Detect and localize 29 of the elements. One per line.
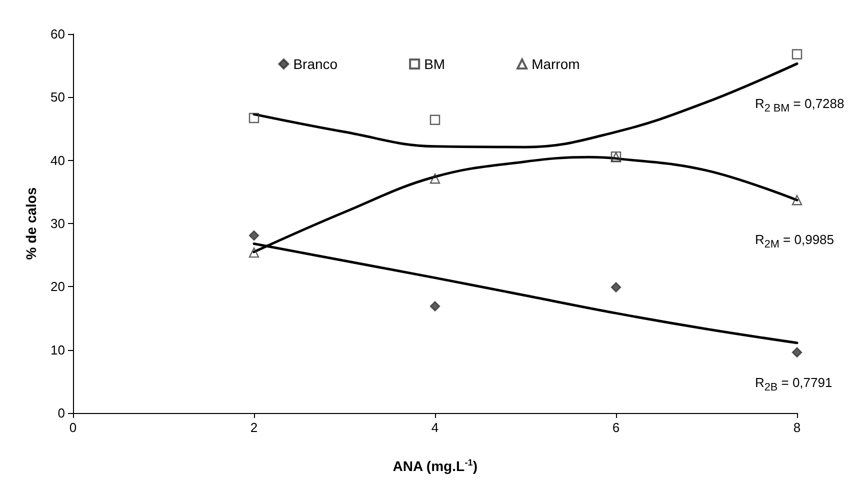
y-axis-title: % de calos xyxy=(23,187,39,260)
point xyxy=(610,282,622,292)
point xyxy=(430,174,440,184)
legend-label: Marrom xyxy=(532,56,580,72)
y-tick-label: 50 xyxy=(50,90,65,105)
point xyxy=(792,49,802,60)
point xyxy=(430,114,440,126)
point xyxy=(792,347,802,358)
x-tick-label: 6 xyxy=(612,420,620,435)
y-tick-label: 40 xyxy=(50,152,65,168)
y-tick-label: 10 xyxy=(50,342,65,358)
x-tick-label: 8 xyxy=(793,420,801,435)
point xyxy=(248,230,260,241)
legend-label: Branco xyxy=(293,56,338,72)
x-tick-label: 2 xyxy=(250,420,258,435)
point xyxy=(248,112,260,124)
y-tick-label: 20 xyxy=(50,279,65,294)
y-tick-label: 0 xyxy=(58,406,65,420)
y-tick-label: 60 xyxy=(50,26,65,42)
annotation: R$_{2B}$ = 0,7791 xyxy=(755,374,832,396)
x-tick-label: 0 xyxy=(69,420,77,435)
annotation: R$_{2M}$ = 0,9985 xyxy=(755,231,834,253)
point xyxy=(430,301,440,312)
point xyxy=(792,195,802,206)
y-tick-label: 30 xyxy=(50,216,65,231)
point xyxy=(248,247,260,258)
legend-label: BM xyxy=(424,56,446,72)
annotation: R$_{2 BM}$ = 0,7288 xyxy=(755,94,844,116)
x-tick-label: 4 xyxy=(431,420,439,435)
